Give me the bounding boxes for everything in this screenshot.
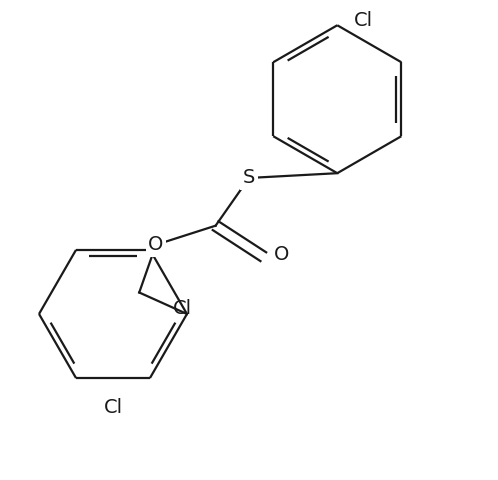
Text: O: O bbox=[148, 235, 164, 254]
Text: Cl: Cl bbox=[173, 299, 192, 318]
Text: Cl: Cl bbox=[354, 11, 373, 30]
Text: Cl: Cl bbox=[104, 398, 123, 418]
Text: O: O bbox=[274, 245, 289, 264]
Text: S: S bbox=[243, 168, 255, 188]
